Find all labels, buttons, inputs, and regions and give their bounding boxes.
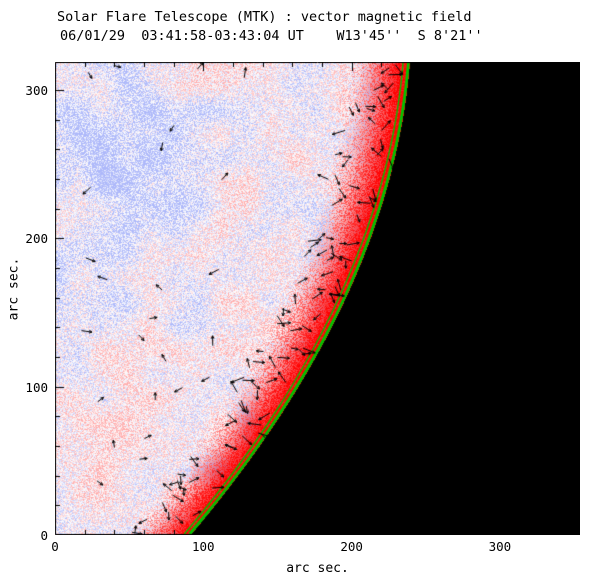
x-tick-label: 100 [192,539,215,554]
x-tick-label: 0 [51,539,59,554]
y-tick-label: 100 [25,379,48,395]
plot-canvas [55,62,580,535]
x-tick-label: 300 [488,539,512,554]
plot-subtitle: 06/01/29 03:41:58-03:43:04 UT W13'45'' S… [60,28,483,44]
x-axis-title: arc sec. [286,561,349,576]
plot-title: Solar Flare Telescope (MTK) : vector mag… [57,9,472,25]
y-tick-label: 200 [25,231,48,247]
y-tick-label: 300 [25,83,48,99]
y-axis-title: arc sec. [6,257,22,321]
y-tick-label: 0 [40,528,48,543]
x-tick-label: 200 [340,539,363,554]
